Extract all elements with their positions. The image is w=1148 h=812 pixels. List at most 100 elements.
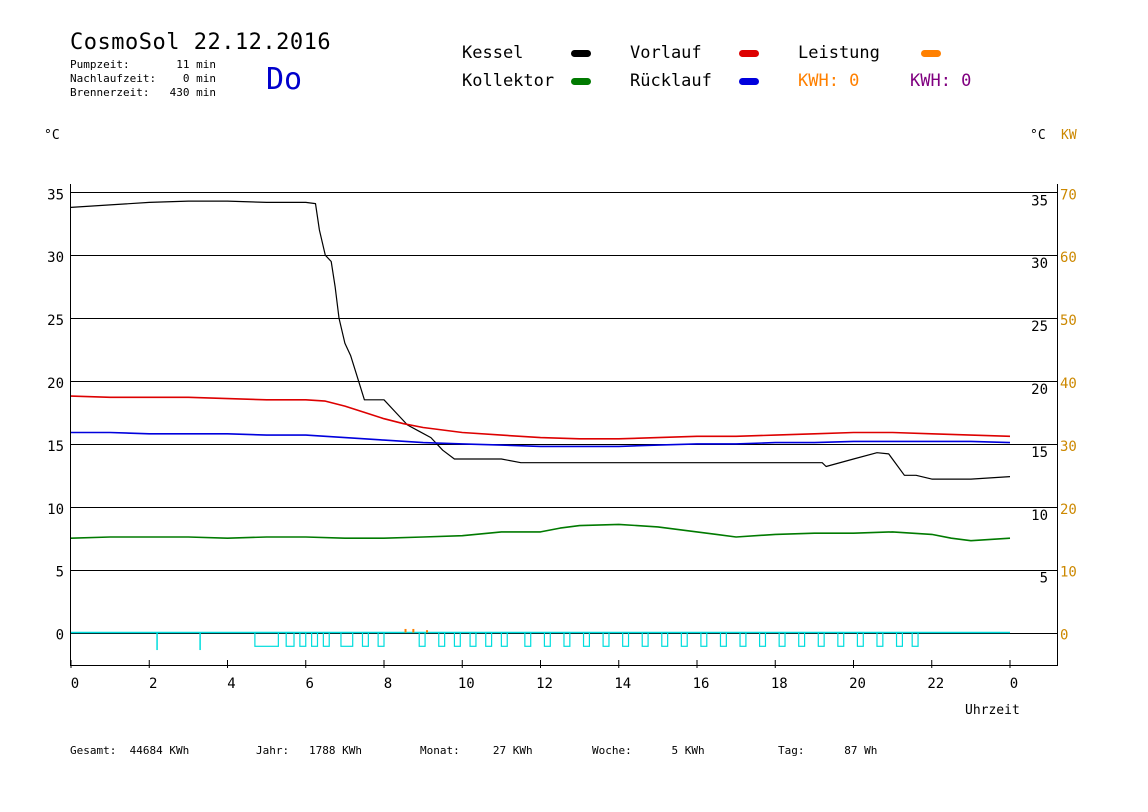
y-tick-right-kw-40: 40: [1060, 376, 1077, 392]
pump-block-5: [311, 631, 319, 647]
footer-week: Woche: 5 KWh: [592, 744, 705, 757]
legend-ruecklauf-swatch: [739, 78, 759, 85]
series-line-kessel: [70, 200, 1011, 480]
x-tick-10: 20: [849, 676, 866, 692]
pump-block-16: [524, 631, 532, 647]
footer-day-label: Tag:: [778, 744, 805, 757]
footer-year-value: 1788 KWh: [309, 744, 362, 757]
y-tick-left-30: 30: [47, 250, 64, 266]
y-tick-right-kw-30: 30: [1060, 439, 1077, 455]
x-tick-4: 8: [384, 676, 392, 692]
y-tick-right-c-20: 20: [1031, 382, 1048, 398]
pump-block-13: [469, 631, 477, 647]
footer-day-value: 87 Wh: [844, 744, 878, 757]
legend-vorlauf: Vorlauf: [630, 43, 702, 63]
legend-vorlauf-swatch: [739, 50, 759, 57]
y-tick-right-kw-70: 70: [1060, 187, 1077, 203]
x-tick-1: 2: [149, 676, 157, 692]
x-tick-11: 22: [927, 676, 944, 692]
pump-block-21: [622, 631, 630, 647]
footer-month-value: 27 KWh: [492, 744, 533, 757]
footer-total: Gesamt: 44684 KWh: [70, 744, 189, 757]
y-tick-right-c-30: 30: [1031, 256, 1048, 272]
weekday-label: Do: [266, 62, 303, 97]
y-tick-left-10: 10: [47, 502, 64, 518]
footer-month-label: Monat:: [420, 744, 460, 757]
overrun-time-row: Nachlaufzeit: 0 min: [70, 72, 216, 85]
y-tick-right-kw-0: 0: [1060, 628, 1068, 644]
pump-block-6: [322, 631, 330, 647]
pump-block-7: [340, 631, 354, 647]
pump-block-12: [453, 631, 461, 647]
footer-week-label: Woche:: [592, 744, 632, 757]
y-tick-right-kw-60: 60: [1060, 250, 1077, 266]
right-axis-unit-kw: KW: [1061, 128, 1077, 143]
y-tick-left-20: 20: [47, 376, 64, 392]
pump-block-26: [719, 631, 727, 647]
y-tick-left-15: 15: [47, 439, 64, 455]
pump-block-8: [361, 631, 369, 647]
pump-block-3: [285, 631, 295, 647]
y-tick-right-kw-20: 20: [1060, 502, 1077, 518]
y-tick-right-c-5: 5: [1040, 571, 1048, 587]
x-tick-9: 18: [771, 676, 788, 692]
series-lines: [70, 200, 1011, 542]
legend-kwh-purple: KWH: 0: [910, 71, 972, 91]
y-tick-left-0: 0: [56, 628, 64, 644]
pump-block-25: [700, 631, 708, 647]
pump-block-17: [543, 631, 551, 647]
x-tick-6: 12: [536, 676, 553, 692]
pump-block-27: [739, 631, 747, 647]
y-tick-right-c-15: 15: [1031, 445, 1048, 461]
pump-block-28: [758, 631, 767, 647]
footer-day: Tag: 87 Wh: [778, 744, 877, 757]
pump-block-10: [418, 631, 426, 647]
legend-kwh-orange: KWH: 0: [798, 71, 860, 91]
pump-block-36: [911, 631, 919, 647]
footer-week-value: 5 KWh: [671, 744, 705, 757]
x-tick-12: 0: [1010, 676, 1018, 692]
left-axis-unit: °C: [44, 128, 60, 143]
pump-block-31: [817, 631, 825, 647]
pump-block-19: [582, 631, 591, 647]
y-tick-right-kw-50: 50: [1060, 313, 1077, 329]
y-tick-left-35: 35: [47, 187, 64, 203]
pump-block-14: [485, 631, 493, 647]
pump-activity: [71, 628, 1010, 651]
x-tick-5: 10: [458, 676, 475, 692]
legend-leistung: Leistung: [798, 43, 880, 63]
pump-block-29: [778, 631, 786, 647]
pump-block-33: [856, 631, 864, 647]
pump-block-24: [680, 631, 688, 647]
y-tick-right-kw-10: 10: [1060, 565, 1077, 581]
x-tick-0: 0: [71, 676, 79, 692]
footer-total-value: 44684 KWh: [129, 744, 190, 757]
series-line-vorlauf: [70, 395, 1011, 440]
footer-month: Monat: 27 KWh: [420, 744, 533, 757]
pump-block-35: [895, 631, 904, 647]
x-tick-2: 4: [227, 676, 235, 692]
y-tick-right-c-25: 25: [1031, 319, 1048, 335]
pump-block-23: [661, 631, 669, 647]
legend-kessel-swatch: [571, 50, 591, 57]
x-tick-7: 14: [614, 676, 631, 692]
pump-block-18: [563, 631, 571, 647]
right-axis-unit-c: °C: [1030, 128, 1046, 143]
pump-block-22: [641, 631, 649, 647]
pump-time-row: Pumpzeit: 11 min: [70, 58, 216, 71]
x-axis-label: Uhrzeit: [965, 703, 1020, 718]
pump-block-32: [837, 631, 845, 647]
pump-time-value: 11 min: [176, 58, 216, 71]
x-tick-8: 16: [693, 676, 710, 692]
series-line-kollektor: [70, 523, 1011, 542]
pump-block-11: [438, 631, 446, 647]
x-tick-3: 6: [306, 676, 314, 692]
pump-time-label: Pumpzeit:: [70, 58, 130, 71]
overrun-time-value: 0 min: [182, 72, 216, 85]
legend-kollektor-swatch: [571, 78, 591, 85]
series-line-rcklauf: [71, 431, 1011, 448]
overrun-time-label: Nachlaufzeit:: [70, 72, 157, 85]
footer-total-label: Gesamt:: [70, 744, 117, 757]
pump-block-20: [602, 631, 610, 647]
